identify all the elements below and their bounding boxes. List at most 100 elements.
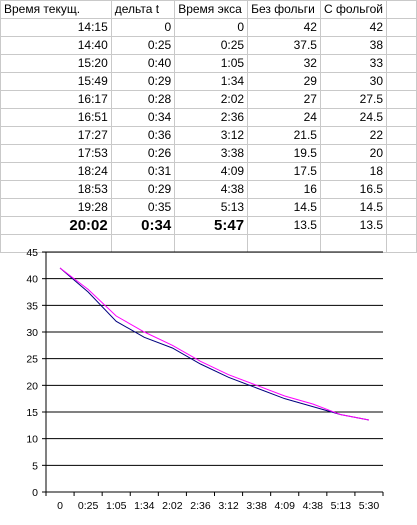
cell[interactable]: 27.5 [319, 90, 388, 109]
cell[interactable]: 0:25 [110, 36, 176, 55]
cell[interactable]: 20:02 [0, 216, 112, 235]
empty-cell[interactable] [386, 126, 417, 145]
x-tick-label: 4:38 [303, 500, 324, 512]
cell[interactable]: 1:34 [174, 72, 249, 91]
column-header[interactable]: дельта t [110, 0, 176, 19]
series-line-2 [59, 267, 370, 421]
cell[interactable]: 14.5 [319, 198, 388, 217]
cell[interactable]: 17.5 [247, 162, 321, 181]
cell[interactable]: 4:09 [174, 162, 249, 181]
empty-cell[interactable] [386, 36, 417, 55]
cell[interactable]: 29 [247, 72, 321, 91]
cell[interactable]: 13.5 [319, 216, 388, 235]
cell[interactable]: 15:49 [0, 72, 112, 91]
cell[interactable]: 0:29 [110, 72, 176, 91]
cell[interactable]: 17:53 [0, 144, 112, 163]
y-tick-label: 45 [26, 247, 38, 259]
cell[interactable]: 5:47 [174, 216, 249, 235]
cell[interactable]: 14:15 [0, 18, 112, 37]
cell[interactable]: 24 [247, 108, 321, 127]
empty-cell[interactable] [386, 162, 417, 181]
cell[interactable]: 0:25 [174, 36, 249, 55]
cell[interactable]: 16.5 [319, 180, 388, 199]
cell[interactable]: 14:40 [0, 36, 112, 55]
cell[interactable]: 5:13 [174, 198, 249, 217]
data-table: Время текущ. дельта t Время экса Без фольги… [0, 0, 417, 253]
column-header[interactable]: Без фольги [247, 0, 321, 19]
empty-cell[interactable] [386, 72, 417, 91]
x-tick-label: 1:34 [134, 500, 155, 512]
empty-cell[interactable] [386, 0, 417, 19]
cell[interactable]: 0:36 [110, 126, 176, 145]
header-row: Время текущ. дельта t Время экса Без фольги… [0, 0, 417, 19]
y-tick-label: 30 [26, 327, 38, 339]
cell[interactable]: 18:24 [0, 162, 112, 181]
cell[interactable]: 3:38 [174, 144, 249, 163]
spreadsheet: Время текущ. дельта t Время экса Без фольги… [0, 0, 417, 253]
empty-cell[interactable] [386, 216, 417, 235]
cell[interactable]: 2:36 [174, 108, 249, 127]
y-tick-label: 20 [26, 380, 38, 392]
x-tick-label: 4:09 [274, 500, 295, 512]
cell[interactable]: 24.5 [319, 108, 388, 127]
cell[interactable]: 19:28 [0, 198, 112, 217]
cell[interactable]: 0:40 [110, 54, 176, 73]
cell[interactable]: 14.5 [247, 198, 321, 217]
cell[interactable]: 2:02 [174, 90, 249, 109]
x-tick-label: 5:30 [359, 500, 380, 512]
cell[interactable]: 16:17 [0, 90, 112, 109]
empty-cell[interactable] [386, 234, 417, 253]
empty-cell[interactable] [386, 90, 417, 109]
cell[interactable]: 0:26 [110, 144, 176, 163]
x-tick-label: 3:38 [246, 500, 267, 512]
cell[interactable]: 0:34 [110, 216, 176, 235]
table-row: 16:51 0:34 2:36 24 24.5 [0, 108, 417, 127]
column-header[interactable]: С фольгой [319, 0, 388, 19]
empty-cell[interactable] [386, 108, 417, 127]
empty-cell[interactable] [386, 180, 417, 199]
cell[interactable]: 0:35 [110, 198, 176, 217]
table-row [0, 234, 417, 253]
cell[interactable]: 33 [319, 54, 388, 73]
y-tick-label: 0 [32, 487, 38, 499]
cell[interactable]: 0:29 [110, 180, 176, 199]
cell[interactable]: 37.5 [247, 36, 321, 55]
cell[interactable]: 20 [319, 144, 388, 163]
cell[interactable]: 32 [247, 54, 321, 73]
cell[interactable]: 16 [247, 180, 321, 199]
cell[interactable]: 19.5 [247, 144, 321, 163]
cell[interactable]: 3:12 [174, 126, 249, 145]
cell[interactable]: 1:05 [174, 54, 249, 73]
y-tick-label: 40 [26, 274, 38, 286]
cell[interactable]: 21.5 [247, 126, 321, 145]
cell[interactable]: 27 [247, 90, 321, 109]
table-row: 14:40 0:25 0:25 37.5 38 [0, 36, 417, 55]
column-header[interactable]: Время экса [174, 0, 249, 19]
cell[interactable]: 42 [247, 18, 321, 37]
cell[interactable]: 0:28 [110, 90, 176, 109]
column-header[interactable]: Время текущ. [0, 0, 112, 19]
cell[interactable]: 18 [319, 162, 388, 181]
cell[interactable]: 42 [319, 18, 388, 37]
y-tick-label: 35 [26, 300, 38, 312]
cell[interactable]: 0 [174, 18, 249, 37]
cell[interactable]: 16:51 [0, 108, 112, 127]
cell[interactable]: 4:38 [174, 180, 249, 199]
cell[interactable]: 22 [319, 126, 388, 145]
cell[interactable]: 0:34 [110, 108, 176, 127]
cell[interactable]: 18:53 [0, 180, 112, 199]
cell[interactable]: 30 [319, 72, 388, 91]
cell[interactable]: 17:27 [0, 126, 112, 145]
table-row: 16:17 0:28 2:02 27 27.5 [0, 90, 417, 109]
empty-cell[interactable] [386, 54, 417, 73]
cell[interactable]: 38 [319, 36, 388, 55]
y-tick-label: 25 [26, 354, 38, 366]
empty-cell[interactable] [386, 198, 417, 217]
cell[interactable]: 15:20 [0, 54, 112, 73]
cell[interactable]: 13.5 [247, 216, 321, 235]
cell[interactable]: 0 [110, 18, 176, 37]
table-row: 15:49 0:29 1:34 29 30 [0, 72, 417, 91]
cell[interactable]: 0:31 [110, 162, 176, 181]
empty-cell[interactable] [386, 18, 417, 37]
empty-cell[interactable] [386, 144, 417, 163]
